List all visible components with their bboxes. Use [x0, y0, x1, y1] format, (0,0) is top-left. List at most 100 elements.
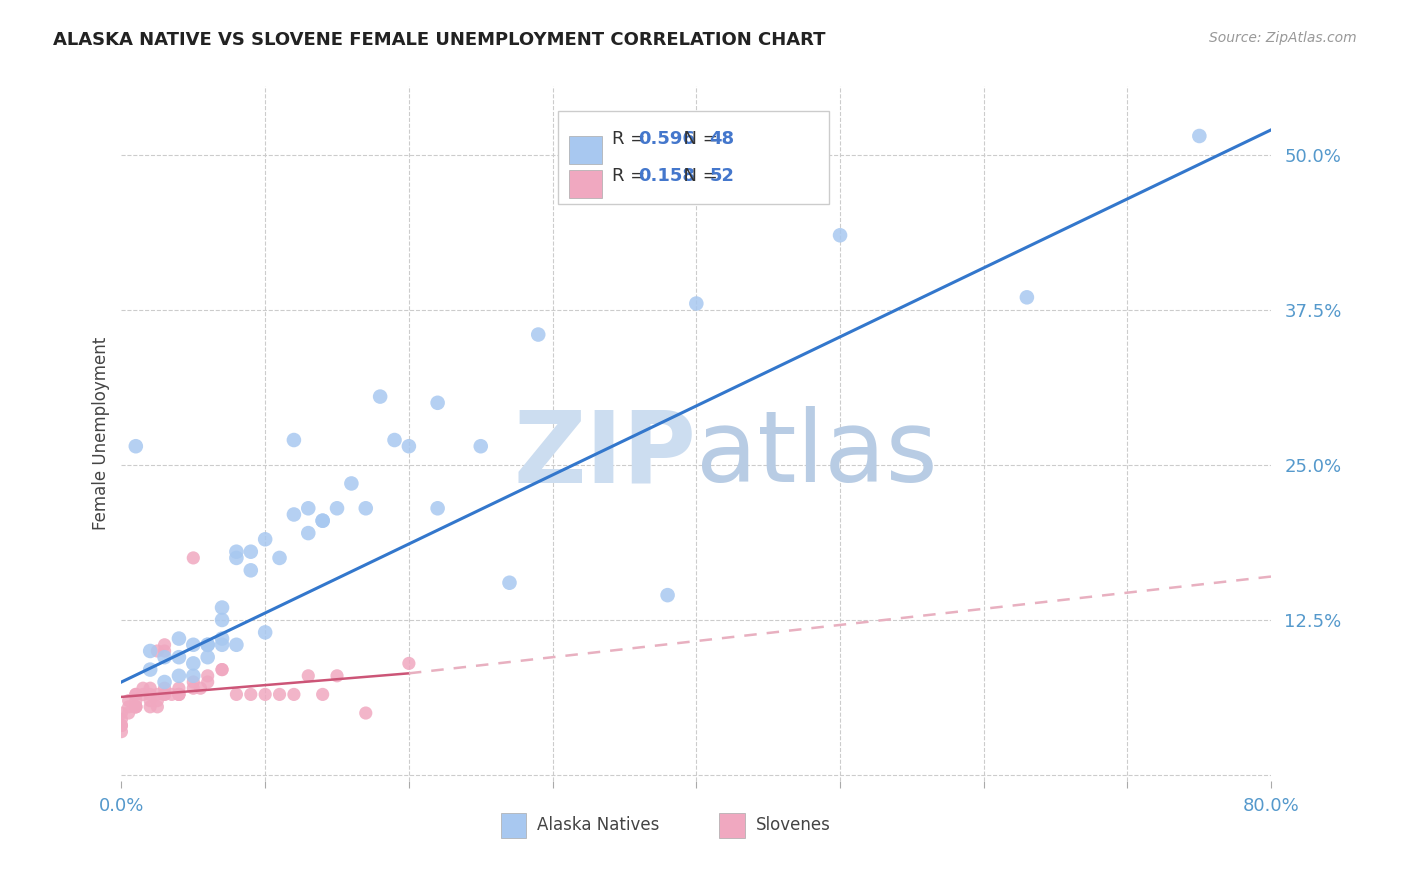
Point [181, 550, 204, 565]
Point [153, 650, 176, 665]
Point [283, 687, 305, 701]
Point [1015, 290, 1038, 304]
Text: 52: 52 [710, 168, 735, 186]
Point [254, 687, 277, 701]
Point [132, 687, 155, 701]
Point [225, 687, 247, 701]
Point [153, 644, 176, 658]
Point [146, 687, 169, 701]
Point [181, 669, 204, 683]
Point [139, 687, 162, 701]
Point [139, 693, 162, 707]
Text: 0.158: 0.158 [638, 168, 695, 186]
Point [181, 638, 204, 652]
Point [125, 699, 148, 714]
Point [269, 687, 291, 701]
Point [153, 638, 176, 652]
Text: R =: R = [613, 168, 651, 186]
Point [167, 632, 190, 646]
Point [685, 296, 707, 310]
Point [297, 501, 319, 516]
Point [211, 613, 233, 627]
Text: N =: N = [672, 168, 723, 186]
Point [211, 663, 233, 677]
Point [326, 501, 349, 516]
Point [153, 681, 176, 696]
Point [326, 669, 349, 683]
Point [211, 663, 233, 677]
Point [153, 675, 176, 690]
Point [426, 501, 449, 516]
Point [211, 632, 233, 646]
Point [197, 669, 219, 683]
Point [167, 681, 190, 696]
Point [125, 687, 148, 701]
Point [125, 699, 148, 714]
Point [398, 439, 420, 453]
Point [167, 687, 190, 701]
Point [470, 439, 492, 453]
Text: Alaska Natives: Alaska Natives [537, 816, 659, 834]
Point [146, 699, 169, 714]
Point [139, 699, 162, 714]
Text: ZIP: ZIP [513, 406, 696, 503]
Point [167, 669, 190, 683]
Point [181, 681, 204, 696]
Text: 48: 48 [710, 130, 735, 148]
Point [225, 638, 247, 652]
Point [1188, 128, 1211, 143]
Point [110, 706, 132, 720]
Point [117, 693, 139, 707]
Point [139, 663, 162, 677]
Point [167, 650, 190, 665]
Point [269, 550, 291, 565]
Point [354, 706, 377, 720]
Point [125, 687, 148, 701]
Text: ALASKA NATIVE VS SLOVENE FEMALE UNEMPLOYMENT CORRELATION CHART: ALASKA NATIVE VS SLOVENE FEMALE UNEMPLOY… [53, 31, 825, 49]
Point [125, 699, 148, 714]
Point [311, 514, 333, 528]
Text: R =: R = [613, 130, 651, 148]
Point [354, 501, 377, 516]
Point [197, 638, 219, 652]
Point [211, 638, 233, 652]
Point [132, 681, 155, 696]
Point [254, 625, 277, 640]
Point [197, 638, 219, 652]
Text: atlas: atlas [696, 406, 938, 503]
Text: 0.596: 0.596 [638, 130, 695, 148]
Point [125, 693, 148, 707]
Text: Slovenes: Slovenes [756, 816, 831, 834]
Point [125, 439, 148, 453]
Point [398, 657, 420, 671]
Point [368, 390, 391, 404]
Point [110, 718, 132, 732]
Y-axis label: Female Unemployment: Female Unemployment [93, 337, 110, 531]
Point [211, 600, 233, 615]
Point [426, 396, 449, 410]
Point [225, 550, 247, 565]
Point [197, 675, 219, 690]
Point [117, 699, 139, 714]
Point [167, 687, 190, 701]
Point [190, 681, 212, 696]
Point [139, 681, 162, 696]
Point [153, 687, 176, 701]
Point [340, 476, 363, 491]
Point [828, 228, 851, 243]
Point [146, 644, 169, 658]
Point [239, 563, 262, 577]
Point [160, 687, 183, 701]
Text: Source: ZipAtlas.com: Source: ZipAtlas.com [1209, 31, 1357, 45]
Point [498, 575, 520, 590]
Point [283, 508, 305, 522]
Point [527, 327, 550, 342]
Point [239, 545, 262, 559]
Point [657, 588, 679, 602]
Point [139, 644, 162, 658]
Point [297, 526, 319, 541]
Point [225, 545, 247, 559]
Point [384, 433, 406, 447]
Point [297, 669, 319, 683]
Point [146, 693, 169, 707]
